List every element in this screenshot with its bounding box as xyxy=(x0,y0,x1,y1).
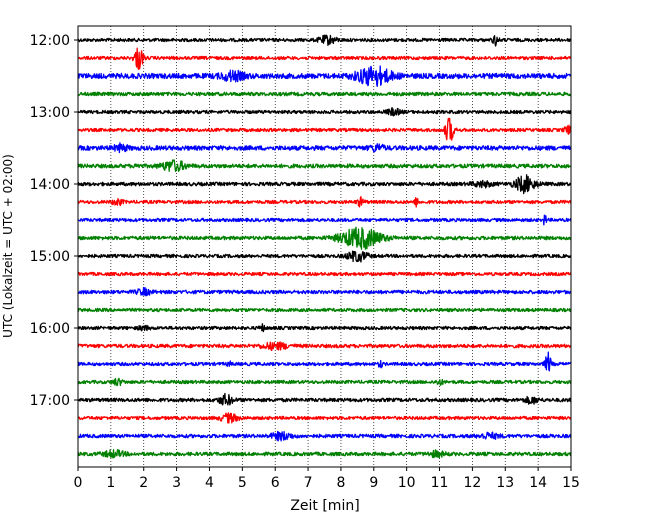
x-tick-label: 6 xyxy=(271,475,280,491)
x-tick-label: 4 xyxy=(205,475,214,491)
y-tick-label: 15:00 xyxy=(30,249,70,265)
seismogram-trace xyxy=(77,214,572,226)
seismogram-trace xyxy=(77,307,572,313)
y-tick-label: 13:00 xyxy=(30,105,70,121)
x-tick-label: 11 xyxy=(431,475,449,491)
seismogram-trace xyxy=(77,341,572,352)
y-tick-label: 12:00 xyxy=(30,33,70,49)
seismogram-trace xyxy=(77,106,572,117)
x-tick-label: 5 xyxy=(238,475,247,491)
x-tick-label: 15 xyxy=(562,475,580,491)
seismogram-trace xyxy=(77,271,572,277)
seismogram-trace xyxy=(77,174,572,195)
x-tick-label: 14 xyxy=(529,475,547,491)
y-tick-label: 16:00 xyxy=(30,321,70,337)
x-tick-label: 1 xyxy=(106,475,115,491)
seismogram-trace xyxy=(77,159,572,173)
seismogram-trace xyxy=(77,196,572,208)
seismogram-trace xyxy=(77,34,572,47)
x-tick-label: 8 xyxy=(336,475,345,491)
seismogram-trace xyxy=(77,226,572,250)
seismogram-trace xyxy=(77,392,572,406)
x-axis-label: Zeit [min] xyxy=(290,498,359,514)
x-tick-label: 9 xyxy=(369,475,378,491)
x-tick-label: 12 xyxy=(463,475,481,491)
y-axis-label: UTC (Lokalzeit = UTC + 02:00) xyxy=(1,154,15,338)
seismogram-traces xyxy=(77,34,572,459)
seismogram-trace xyxy=(77,323,572,333)
seismogram-trace xyxy=(77,430,572,442)
seismogram-trace xyxy=(77,250,572,263)
seismogram-trace xyxy=(77,351,572,372)
x-tick-label: 10 xyxy=(398,475,416,491)
seismogram-trace xyxy=(77,91,572,97)
x-axis: 0 1 2 3 4 5 6 7 8 9 10 11 12 13 14 15 xyxy=(74,467,580,491)
x-tick-label: 0 xyxy=(74,475,83,491)
seismogram-trace xyxy=(77,412,572,424)
x-tick-label: 2 xyxy=(139,475,148,491)
seismogram-trace xyxy=(77,377,572,387)
y-tick-label: 14:00 xyxy=(30,177,70,193)
y-tick-label: 17:00 xyxy=(30,393,70,409)
seismogram-trace xyxy=(77,117,572,141)
y-axis: 12:00 13:00 14:00 15:00 16:00 17:00 xyxy=(30,33,78,409)
plot-frame xyxy=(77,25,572,468)
seismogram-trace xyxy=(77,449,572,459)
seismogram-trace xyxy=(77,142,572,154)
x-tick-label: 13 xyxy=(496,475,514,491)
seismogram-trace xyxy=(77,65,572,87)
seismogram-trace xyxy=(77,47,572,70)
x-tick-label: 7 xyxy=(304,475,313,491)
seismogram-trace xyxy=(77,286,572,297)
x-tick-label: 3 xyxy=(172,475,181,491)
